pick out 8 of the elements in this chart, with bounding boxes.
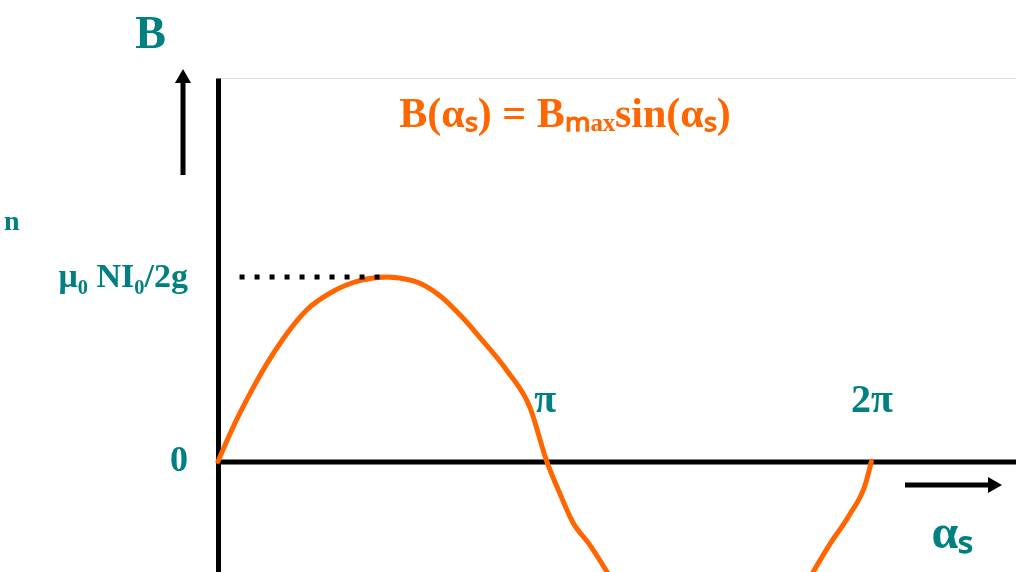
x-tick-label: π: [534, 375, 557, 421]
x-tick-label: 2π: [850, 375, 893, 421]
text: n: [4, 205, 20, 236]
text: μ₀ NI₀/2g: [58, 257, 188, 294]
chart-title: B(αₛ) = Bₘₐₓsin(αₛ): [399, 90, 731, 137]
y-axis-title: B: [135, 6, 166, 58]
x-axis-title: αₛ: [931, 504, 974, 558]
text: 0: [170, 439, 188, 479]
